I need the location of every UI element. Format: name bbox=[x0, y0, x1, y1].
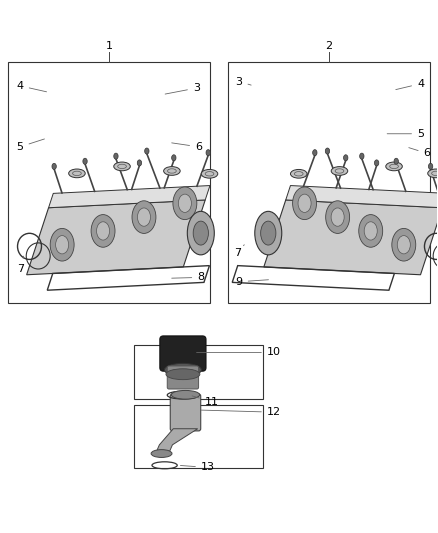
Ellipse shape bbox=[392, 229, 416, 261]
Ellipse shape bbox=[91, 215, 115, 247]
Ellipse shape bbox=[50, 229, 74, 261]
Ellipse shape bbox=[201, 169, 218, 178]
Text: 4: 4 bbox=[17, 81, 46, 92]
Ellipse shape bbox=[193, 221, 208, 245]
Ellipse shape bbox=[326, 201, 350, 233]
Ellipse shape bbox=[52, 163, 57, 169]
Text: 10: 10 bbox=[197, 348, 281, 358]
FancyBboxPatch shape bbox=[160, 336, 206, 371]
Ellipse shape bbox=[69, 169, 85, 177]
Text: 3: 3 bbox=[236, 77, 251, 86]
Ellipse shape bbox=[313, 150, 317, 156]
Text: 7: 7 bbox=[234, 245, 244, 259]
Ellipse shape bbox=[360, 153, 364, 159]
Ellipse shape bbox=[83, 158, 87, 164]
Ellipse shape bbox=[171, 391, 200, 399]
Ellipse shape bbox=[255, 212, 282, 255]
Ellipse shape bbox=[172, 155, 176, 161]
Ellipse shape bbox=[394, 158, 399, 164]
Text: 5: 5 bbox=[387, 129, 424, 139]
Text: 8: 8 bbox=[172, 272, 205, 282]
Ellipse shape bbox=[386, 162, 403, 171]
Ellipse shape bbox=[164, 364, 201, 376]
Bar bbox=[8, 62, 210, 303]
Ellipse shape bbox=[114, 153, 118, 159]
Text: 2: 2 bbox=[325, 41, 332, 51]
Ellipse shape bbox=[397, 236, 410, 254]
Ellipse shape bbox=[428, 169, 438, 177]
Ellipse shape bbox=[293, 187, 317, 220]
Text: 9: 9 bbox=[236, 277, 268, 287]
Ellipse shape bbox=[325, 148, 330, 154]
Text: 1: 1 bbox=[106, 41, 113, 51]
Ellipse shape bbox=[137, 160, 141, 166]
Bar bbox=[228, 62, 430, 303]
Text: 5: 5 bbox=[17, 139, 44, 152]
Ellipse shape bbox=[164, 167, 180, 175]
Ellipse shape bbox=[166, 369, 200, 379]
Ellipse shape bbox=[428, 163, 433, 169]
Text: 4: 4 bbox=[396, 79, 424, 90]
Ellipse shape bbox=[359, 215, 383, 247]
Text: 3: 3 bbox=[165, 83, 200, 94]
Ellipse shape bbox=[151, 450, 172, 457]
Ellipse shape bbox=[331, 167, 348, 175]
Ellipse shape bbox=[261, 221, 276, 245]
Ellipse shape bbox=[132, 201, 156, 233]
Ellipse shape bbox=[114, 162, 130, 171]
Polygon shape bbox=[286, 185, 438, 208]
Ellipse shape bbox=[56, 236, 69, 254]
FancyBboxPatch shape bbox=[170, 394, 201, 431]
Ellipse shape bbox=[331, 208, 344, 226]
Ellipse shape bbox=[138, 208, 151, 226]
Ellipse shape bbox=[178, 194, 191, 213]
Polygon shape bbox=[27, 200, 205, 275]
Ellipse shape bbox=[343, 155, 348, 161]
Ellipse shape bbox=[173, 187, 197, 220]
Polygon shape bbox=[49, 185, 210, 208]
Ellipse shape bbox=[298, 194, 311, 213]
Ellipse shape bbox=[187, 212, 214, 255]
Bar bbox=[134, 345, 262, 399]
Text: 13: 13 bbox=[180, 463, 215, 472]
Text: 11: 11 bbox=[192, 396, 219, 407]
Ellipse shape bbox=[364, 222, 377, 240]
FancyBboxPatch shape bbox=[167, 366, 198, 389]
Ellipse shape bbox=[290, 169, 307, 178]
Ellipse shape bbox=[374, 160, 379, 166]
Text: 6: 6 bbox=[409, 148, 431, 158]
Ellipse shape bbox=[145, 148, 149, 154]
Text: 6: 6 bbox=[172, 142, 202, 152]
Polygon shape bbox=[155, 429, 198, 455]
Bar bbox=[134, 405, 262, 467]
Ellipse shape bbox=[96, 222, 110, 240]
Polygon shape bbox=[264, 200, 438, 275]
Text: 7: 7 bbox=[17, 256, 24, 273]
Text: 12: 12 bbox=[201, 407, 281, 417]
Ellipse shape bbox=[206, 150, 210, 156]
